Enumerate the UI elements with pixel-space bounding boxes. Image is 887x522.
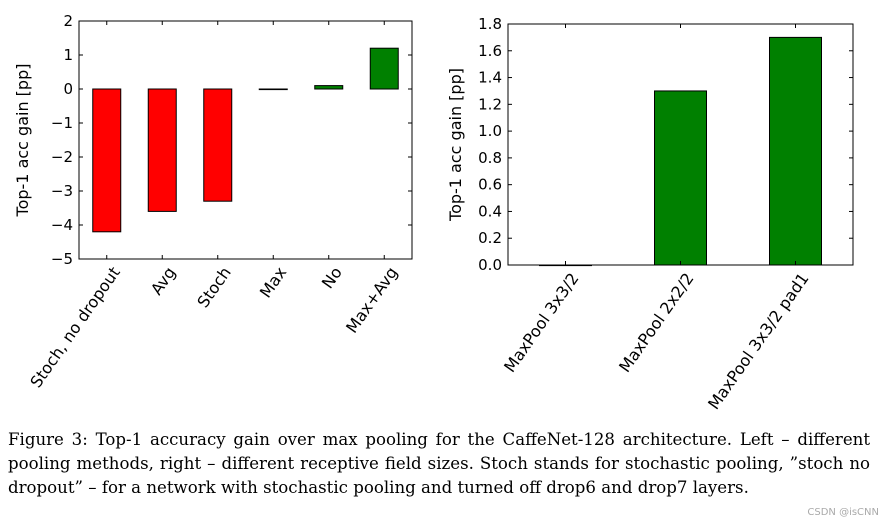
chart-1-ytick-label-6: 1.2 <box>478 95 502 113</box>
chart-0-ytick-label-3: −1 <box>51 114 73 132</box>
chart-0-ytick-label-6: −4 <box>51 216 73 234</box>
chart-0-bar-2 <box>203 88 233 202</box>
chart-1-ytick-label-4: 0.8 <box>478 149 502 167</box>
chart-0-axes-frame <box>78 20 413 260</box>
chart-0-bar-0 <box>92 88 122 233</box>
chart-1-ylabel: Top-1 acc gain [pp] <box>446 68 465 222</box>
chart-0-ytick-label-2: 0 <box>63 80 73 98</box>
figure-caption: Figure 3: Top-1 accuracy gain over max p… <box>8 430 870 497</box>
chart-1-ytick-label-3: 0.6 <box>478 176 502 194</box>
chart-1-ytick-label-0: 0.0 <box>478 256 502 274</box>
watermark: CSDN @isCNN <box>807 507 879 518</box>
chart-1-ytick-label-9: 1.8 <box>478 15 502 33</box>
chart-0-ylabel: Top-1 acc gain [pp] <box>13 64 32 218</box>
right-bar-chart: 0.0 0.2 0.4 0.6 0.8 1.0 1.2 1.4 1.6 1.8 MaxPool 3x… <box>446 15 854 410</box>
chart-1-bar-2 <box>769 36 822 266</box>
chart-1-ytick-label-7: 1.4 <box>478 69 502 87</box>
chart-0-ytick-label-7: −5 <box>51 250 73 268</box>
chart-1-ytick-label-1: 0.2 <box>478 229 502 247</box>
chart-1-xtick-label-1: MaxPool 2x2/2 <box>615 269 697 375</box>
chart-0-ytick-label-0: 2 <box>63 12 73 30</box>
chart-1-ytick-label-8: 1.6 <box>478 42 502 60</box>
chart-0-bar-3 <box>258 88 288 91</box>
chart-0-xtick-label-2: Stoch <box>193 263 234 311</box>
chart-0-bar-1 <box>147 88 177 212</box>
chart-1-xtick-label-0: MaxPool 3x3/2 <box>500 269 582 375</box>
chart-0-ytick-label-4: −2 <box>51 148 73 166</box>
chart-1-ytick-label-2: 0.4 <box>478 202 502 220</box>
chart-0-xtick-label-1: Avg <box>147 263 180 298</box>
chart-0-xtick-label-0: Stoch, no dropout <box>26 263 124 391</box>
chart-1-ytick-label-5: 1.0 <box>478 122 502 140</box>
chart-0-xtick-label-3: Max <box>256 263 291 301</box>
chart-0-xtick-label-5: Max+Avg <box>342 263 401 336</box>
chart-0-ytick-label-5: −3 <box>51 182 73 200</box>
chart-0-bar-5 <box>369 47 399 90</box>
chart-1-xtick-label-2: MaxPool 3x3/2 pad1 <box>704 269 813 410</box>
chart-1-bar-1 <box>654 90 707 266</box>
chart-0-ytick-label-1: 1 <box>63 46 73 64</box>
chart-0-xtick-label-4: No <box>318 263 346 292</box>
chart-0-bar-4 <box>314 85 344 90</box>
